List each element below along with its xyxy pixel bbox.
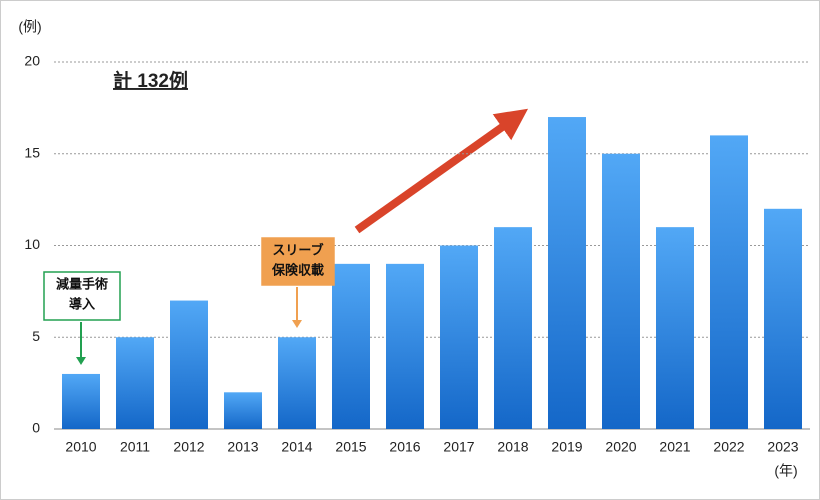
trend-arrow [354,108,529,234]
annotation-arrowhead [76,357,86,365]
x-tick-label: 2011 [120,439,150,455]
y-tick-label: 20 [24,53,40,69]
bar [710,135,748,429]
x-axis-label: (年) [774,463,797,479]
y-tick-label: 0 [32,420,40,436]
bar [332,263,370,429]
annotation-box [43,271,121,321]
x-tick-label: 2020 [605,439,636,455]
bar [386,263,424,429]
x-tick-label: 2017 [443,439,474,455]
x-tick-label: 2021 [659,439,690,455]
bar [548,117,586,430]
bar [764,208,802,429]
bar [170,300,208,429]
total-label: 計 132例 [113,69,188,92]
bar [116,337,154,429]
x-tick-label: 2022 [713,439,744,455]
annotation-text: スリーブ [272,242,323,257]
y-tick-label: 15 [24,144,40,160]
bar [224,392,262,429]
x-tick-label: 2015 [335,439,366,455]
annotation-text: 保険収載 [271,262,324,277]
x-tick-label: 2023 [767,439,798,455]
bar [62,373,100,429]
annotation-box [261,237,335,286]
x-tick-label: 2016 [389,439,420,455]
x-tick-label: 2012 [173,439,204,455]
x-tick-label: 2010 [65,439,96,455]
x-tick-label: 2019 [551,439,582,455]
x-tick-label: 2014 [281,439,312,455]
annotation-text: 減量手術 [56,276,108,291]
bar [494,227,532,429]
y-axis-label: (例) [18,19,41,35]
x-tick-label: 2018 [497,439,528,455]
bar [278,337,316,429]
annotation-arrowhead [292,320,302,328]
annotation-text: 導入 [69,296,95,311]
y-tick-label: 10 [24,236,40,252]
bar [602,153,640,429]
x-tick-label: 2013 [227,439,258,455]
bar [656,227,694,429]
bar [440,245,478,429]
y-tick-label: 5 [32,328,40,344]
